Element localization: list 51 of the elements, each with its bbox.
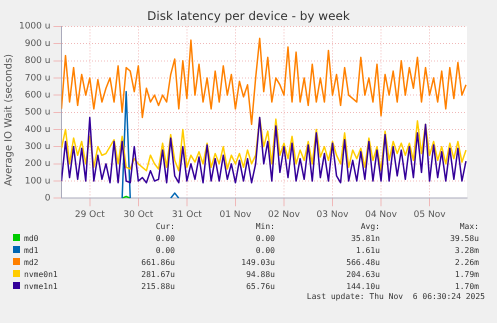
- x-tick-label: 03 Nov: [316, 210, 350, 220]
- text: 35.81n: [350, 232, 380, 244]
- text: 149.03u: [240, 256, 275, 268]
- legend-label: md0: [23, 232, 40, 244]
- x-tick-label: 29 Oct: [74, 210, 106, 220]
- y-tick-label: 100 u: [24, 176, 50, 186]
- text: Avg:: [360, 220, 380, 232]
- y-tick-label: 600 u: [24, 90, 50, 100]
- text: 0.00: [154, 244, 175, 256]
- text: 39.58u: [449, 232, 479, 244]
- text: 2.26m: [454, 256, 479, 268]
- y-tick-label: 300 u: [24, 142, 50, 152]
- text: 65.76u: [245, 280, 275, 292]
- y-tick-label: 800 u: [24, 56, 50, 66]
- y-tick-label: 200 u: [24, 159, 50, 170]
- text: 94.88u: [245, 268, 275, 280]
- text: 204.63u: [345, 268, 380, 280]
- chart-title: Disk latency per device - by week: [146, 9, 351, 23]
- text: 1.61u: [354, 244, 380, 256]
- x-tick-label: 30 Oct: [123, 210, 154, 220]
- text: Min:: [254, 220, 275, 232]
- y-tick-label: 0: [44, 194, 51, 204]
- x-tick-label: 01 Nov: [219, 210, 252, 220]
- legend-label: md2: [23, 256, 40, 268]
- text: 661.86u: [140, 256, 175, 268]
- text: 0.00: [254, 244, 275, 256]
- text: 0.00: [254, 232, 275, 244]
- text: 215.88u: [140, 280, 175, 292]
- text: Last update: Thu Nov 6 06:30:24 2025: [306, 292, 485, 301]
- legend-label: nvme0n1: [23, 268, 59, 280]
- x-tick-label: 31 Oct: [172, 210, 202, 220]
- x-tick-label: 04 Nov: [365, 210, 398, 220]
- y-tick-label: 700 u: [24, 73, 50, 84]
- x-tick-label: 05 Nov: [414, 210, 446, 220]
- x-tick-label: 02 Nov: [268, 210, 301, 220]
- y-tick-label: 900 u: [24, 38, 50, 49]
- text: 0.00: [154, 232, 175, 244]
- y-tick-label: 500 u: [24, 108, 50, 118]
- text: 144.10u: [345, 280, 380, 292]
- text: 1.70m: [454, 280, 479, 292]
- legend-label: nvme1n1: [23, 280, 59, 292]
- y-tick-label: 400 u: [24, 124, 50, 135]
- text: Max:: [458, 220, 479, 232]
- text: 1.79m: [454, 268, 479, 280]
- legend-label: md1: [23, 244, 40, 256]
- text: Cur:: [154, 220, 175, 232]
- text: 566.48u: [345, 256, 380, 268]
- text: 281.67u: [140, 268, 175, 280]
- text: 3.28m: [454, 244, 479, 256]
- y-tick-label: 1000 u: [18, 22, 50, 32]
- y-axis-title: Average IO Wait (seconds): [4, 54, 14, 186]
